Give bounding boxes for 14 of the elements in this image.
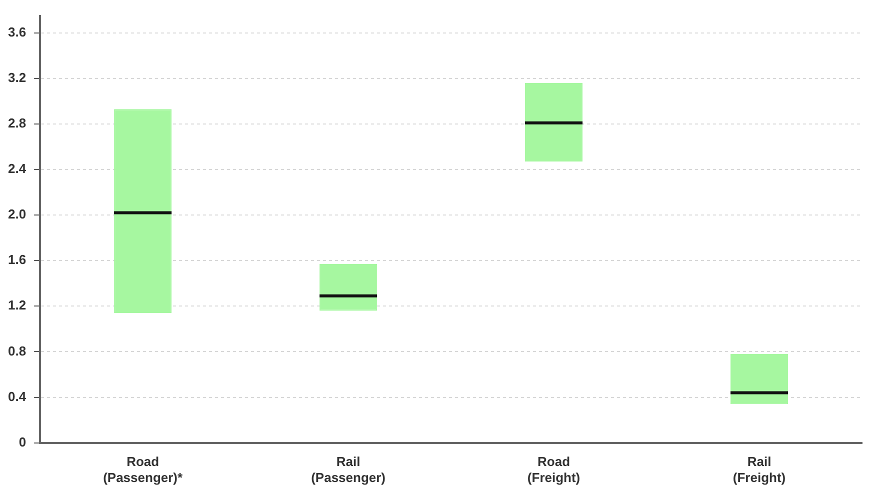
x-tick-label: Rail (Freight)	[732, 454, 786, 485]
y-tick-label: 3.2	[8, 70, 26, 86]
y-tick-label: 3.6	[8, 24, 26, 40]
y-tick-label: 2.8	[8, 116, 26, 131]
y-tick-label: 0.8	[8, 343, 26, 358]
y-tick-label: 2.0	[8, 206, 26, 222]
x-tick-label: Road (Freight)	[527, 454, 580, 485]
x-tick-label: Rail (Passenger)	[311, 454, 386, 485]
x-tick-label: Road (Passenger)*	[103, 454, 184, 485]
y-tick-label: 1.2	[8, 298, 26, 313]
y-tick-label: 1.6	[8, 252, 26, 268]
y-tick-label: 0	[18, 434, 26, 450]
y-tick-label: 2.4	[8, 161, 27, 176]
y-tick-label: 0.4	[8, 388, 27, 404]
